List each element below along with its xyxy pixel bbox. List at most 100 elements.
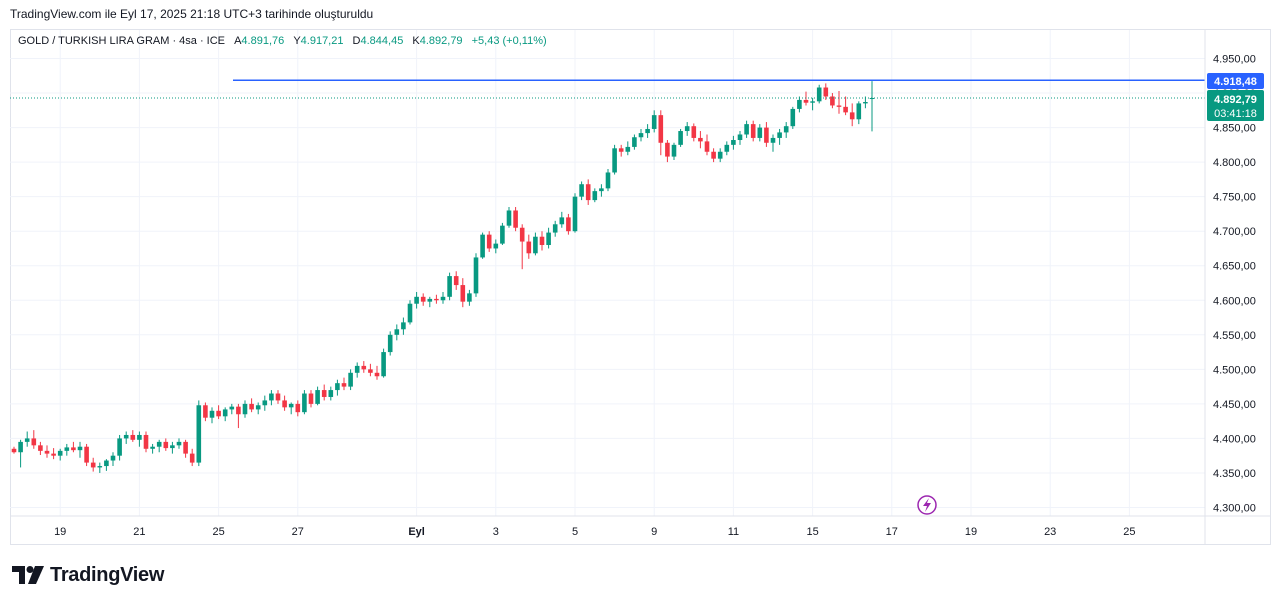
candle: [783, 122, 789, 138]
candle-body: [592, 191, 598, 201]
candle: [797, 96, 802, 113]
candle-body: [704, 141, 710, 152]
candle: [585, 179, 591, 205]
candle: [31, 430, 37, 449]
close-label: K: [412, 35, 420, 47]
y-tick-label: 4.950,00: [1213, 54, 1256, 66]
candle: [678, 128, 683, 147]
candle: [196, 400, 202, 467]
candle-body: [381, 352, 386, 377]
candle: [90, 457, 96, 472]
candle-body: [123, 434, 129, 439]
candle-body: [830, 96, 835, 106]
candle: [691, 123, 697, 142]
candle-body: [836, 105, 842, 107]
candle: [651, 110, 657, 133]
candle: [110, 452, 116, 467]
candle-body: [447, 276, 452, 297]
candle-body: [559, 217, 565, 225]
candle: [84, 443, 89, 467]
y-tick-label: 4.650,00: [1213, 261, 1256, 273]
candle-body: [744, 124, 749, 135]
y-tick-label: 4.550,00: [1213, 330, 1256, 342]
candle: [18, 439, 23, 468]
candle-body: [236, 406, 241, 415]
candle-body: [698, 137, 703, 142]
candle-body: [486, 234, 492, 249]
candle: [354, 362, 360, 378]
candle: [123, 431, 129, 444]
candle: [625, 141, 631, 156]
candle-body: [51, 453, 56, 456]
candle: [203, 402, 208, 422]
candle: [843, 96, 848, 116]
candle: [308, 390, 314, 408]
high-label: Y: [293, 35, 301, 47]
candle: [717, 148, 723, 163]
candle-body: [539, 236, 545, 246]
candle: [816, 84, 822, 104]
candle: [51, 448, 56, 460]
candle: [684, 122, 690, 136]
x-tick-label: 15: [806, 526, 818, 538]
candle-body: [348, 372, 353, 387]
close-value: 4.892,79: [419, 35, 463, 47]
x-tick-label: 23: [1044, 526, 1056, 538]
candle: [24, 431, 30, 447]
candle: [156, 439, 162, 453]
candle: [605, 169, 611, 192]
candle-body: [440, 296, 446, 301]
chart-grid: [10, 30, 1205, 516]
candle-body: [605, 172, 611, 189]
x-axis[interactable]: 19 21 25 27 Eyl 3 5 9 11 15 17 19 23 25: [10, 515, 1271, 538]
candle: [222, 407, 228, 422]
candle-body: [335, 383, 340, 391]
candle: [539, 231, 545, 251]
candle-body: [104, 460, 109, 467]
candle: [698, 131, 703, 149]
candle-body: [302, 393, 307, 413]
candle-body: [711, 151, 716, 159]
candle-body: [275, 393, 281, 401]
tradingview-logo-icon: [12, 566, 44, 584]
candle: [480, 232, 485, 259]
candle-body: [651, 115, 657, 129]
candle: [328, 386, 334, 401]
candle-body: [750, 124, 756, 138]
candle-body: [533, 236, 538, 254]
horizontal-line-tag-text: 4.918,48: [1214, 76, 1257, 88]
candle: [632, 134, 637, 150]
candle-body: [797, 99, 802, 109]
candle: [665, 140, 670, 163]
candle-body: [599, 188, 604, 192]
y-tick-label: 4.600,00: [1213, 295, 1256, 307]
candle-body: [401, 322, 406, 330]
candle: [777, 128, 782, 145]
candle: [559, 211, 565, 228]
candle: [658, 110, 664, 156]
candle-body: [552, 224, 558, 233]
candle: [236, 403, 241, 429]
tradingview-logo[interactable]: TradingView: [12, 563, 164, 587]
y-axis[interactable]: 4.950,004.900,004.850,004.800,004.750,00…: [1204, 30, 1256, 544]
y-tick-label: 4.850,00: [1213, 123, 1256, 135]
candle-body: [764, 127, 769, 143]
candle-body: [572, 196, 578, 232]
symbol-name[interactable]: GOLD / TURKISH LIRA GRAM · 4sa · ICE: [18, 35, 226, 47]
candle: [810, 97, 815, 111]
symbol-legend: GOLD / TURKISH LIRA GRAM · 4sa · ICE A4.…: [18, 35, 547, 47]
candle: [117, 434, 122, 461]
candle: [737, 131, 743, 145]
candle-body: [354, 365, 360, 373]
x-tick-label: Eyl: [408, 526, 425, 538]
lightning-icon[interactable]: [917, 495, 937, 515]
candle: [282, 395, 287, 411]
candle-body: [229, 406, 235, 410]
candle: [242, 400, 248, 418]
chart-caption: TradingView.com ile Eyl 17, 2025 21:18 U…: [10, 7, 374, 21]
last-price-tag: [1207, 90, 1264, 121]
candle-body: [823, 87, 829, 97]
candle: [295, 400, 301, 417]
candle: [414, 291, 419, 309]
